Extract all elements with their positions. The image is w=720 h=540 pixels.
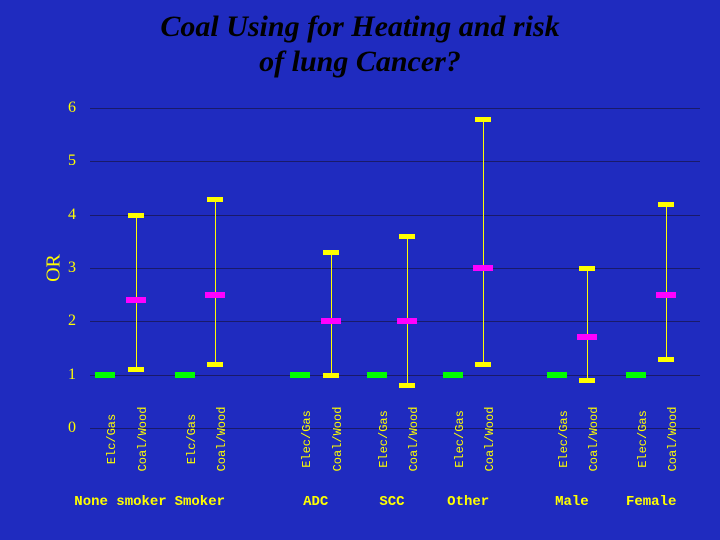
gridline bbox=[90, 268, 700, 269]
y-tick: 5 bbox=[68, 152, 76, 170]
x-group-label: Smoker bbox=[175, 494, 225, 510]
x-sublabel: Coal/Wood bbox=[331, 407, 345, 472]
y-tick: 2 bbox=[68, 312, 76, 330]
title-line-1: Coal Using for Heating and risk bbox=[160, 10, 559, 43]
data-point bbox=[547, 372, 567, 378]
gridline bbox=[90, 108, 700, 109]
data-point bbox=[473, 265, 493, 271]
gridline bbox=[90, 428, 700, 429]
x-sublabel: Coal/Wood bbox=[136, 407, 150, 472]
x-sublabel: Elec/Gas bbox=[636, 410, 650, 468]
data-point bbox=[290, 372, 310, 378]
gridline bbox=[90, 161, 700, 162]
error-cap bbox=[323, 373, 339, 378]
error-cap bbox=[399, 383, 415, 388]
error-cap bbox=[475, 362, 491, 367]
data-point bbox=[397, 318, 417, 324]
error-cap bbox=[658, 202, 674, 207]
x-sublabel: Elec/Gas bbox=[557, 410, 571, 468]
error-bar bbox=[666, 204, 667, 359]
x-sublabel: Coal/Wood bbox=[215, 407, 229, 472]
x-sublabel: Coal/Wood bbox=[666, 407, 680, 472]
gridline bbox=[90, 215, 700, 216]
y-tick: 6 bbox=[68, 99, 76, 117]
gridline bbox=[90, 321, 700, 322]
slide-title: Coal Using for Heating and risk of lung … bbox=[0, 10, 720, 79]
slide: Coal Using for Heating and risk of lung … bbox=[0, 0, 720, 540]
error-bar bbox=[587, 268, 588, 380]
x-sublabel: Elec/Gas bbox=[377, 410, 391, 468]
x-group-label: ADC bbox=[303, 494, 328, 510]
x-sublabel: Elec/Gas bbox=[453, 410, 467, 468]
error-cap bbox=[475, 117, 491, 122]
error-cap bbox=[658, 357, 674, 362]
data-point bbox=[367, 372, 387, 378]
data-point bbox=[205, 292, 225, 298]
x-group-label: SCC bbox=[379, 494, 404, 510]
x-group-label: Other bbox=[447, 494, 489, 510]
x-group-label: Male bbox=[555, 494, 589, 510]
x-sublabel: Coal/Wood bbox=[483, 407, 497, 472]
error-cap bbox=[399, 234, 415, 239]
error-cap bbox=[128, 367, 144, 372]
error-cap bbox=[128, 213, 144, 218]
y-tick: 3 bbox=[68, 259, 76, 277]
chart: OR 0123456 Elc/GasCoal/WoodElc/GasCoal/W… bbox=[40, 108, 700, 528]
error-cap bbox=[579, 266, 595, 271]
error-cap bbox=[323, 250, 339, 255]
error-bar bbox=[407, 236, 408, 385]
x-sublabel: Elec/Gas bbox=[300, 410, 314, 468]
data-point bbox=[321, 318, 341, 324]
error-cap bbox=[579, 378, 595, 383]
x-sublabel: Coal/Wood bbox=[407, 407, 421, 472]
data-point bbox=[175, 372, 195, 378]
y-tick: 1 bbox=[68, 366, 76, 384]
x-sublabel: Elc/Gas bbox=[185, 414, 199, 464]
x-group-label: None smoker bbox=[74, 494, 166, 510]
plot-area: Elc/GasCoal/WoodElc/GasCoal/WoodElec/Gas… bbox=[90, 108, 700, 428]
data-point bbox=[95, 372, 115, 378]
x-group-label: Female bbox=[626, 494, 676, 510]
error-cap bbox=[207, 197, 223, 202]
error-bar bbox=[215, 199, 216, 364]
error-bar bbox=[483, 119, 484, 364]
x-sublabel: Elc/Gas bbox=[105, 414, 119, 464]
data-point bbox=[626, 372, 646, 378]
error-cap bbox=[207, 362, 223, 367]
y-tick: 4 bbox=[68, 206, 76, 224]
data-point bbox=[577, 334, 597, 340]
title-line-2: of lung Cancer? bbox=[259, 45, 461, 78]
data-point bbox=[443, 372, 463, 378]
x-sublabel: Coal/Wood bbox=[587, 407, 601, 472]
error-bar bbox=[331, 252, 332, 375]
error-bar bbox=[136, 215, 137, 370]
y-tick: 0 bbox=[68, 419, 76, 437]
data-point bbox=[656, 292, 676, 298]
y-axis-label: OR bbox=[43, 254, 66, 282]
data-point bbox=[126, 297, 146, 303]
